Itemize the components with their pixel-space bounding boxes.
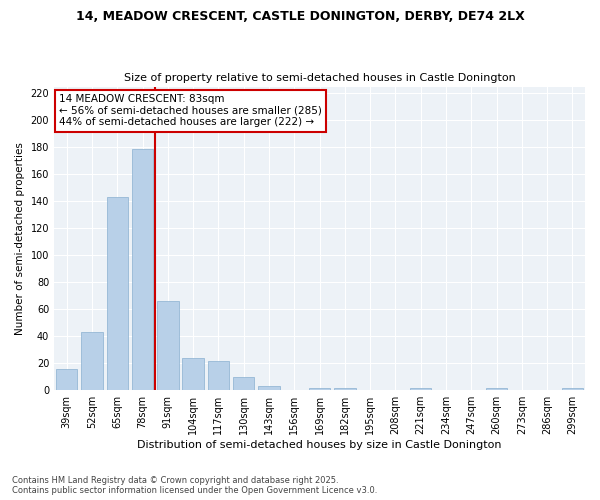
Bar — [56, 368, 77, 390]
Y-axis label: Number of semi-detached properties: Number of semi-detached properties — [15, 142, 25, 335]
Text: 14, MEADOW CRESCENT, CASTLE DONINGTON, DERBY, DE74 2LX: 14, MEADOW CRESCENT, CASTLE DONINGTON, D… — [76, 10, 524, 23]
Bar — [562, 388, 583, 390]
Bar — [486, 388, 507, 390]
Bar — [182, 358, 204, 390]
Text: 14 MEADOW CRESCENT: 83sqm
← 56% of semi-detached houses are smaller (285)
44% of: 14 MEADOW CRESCENT: 83sqm ← 56% of semi-… — [59, 94, 322, 128]
Bar — [208, 360, 229, 390]
Text: Contains HM Land Registry data © Crown copyright and database right 2025.
Contai: Contains HM Land Registry data © Crown c… — [12, 476, 377, 495]
Bar — [334, 388, 356, 390]
Bar — [233, 376, 254, 390]
Bar — [157, 301, 179, 390]
Title: Size of property relative to semi-detached houses in Castle Donington: Size of property relative to semi-detach… — [124, 73, 515, 83]
Bar — [410, 388, 431, 390]
Bar — [132, 148, 153, 390]
Bar — [258, 386, 280, 390]
Bar — [309, 388, 330, 390]
Bar — [107, 197, 128, 390]
X-axis label: Distribution of semi-detached houses by size in Castle Donington: Distribution of semi-detached houses by … — [137, 440, 502, 450]
Bar — [81, 332, 103, 390]
